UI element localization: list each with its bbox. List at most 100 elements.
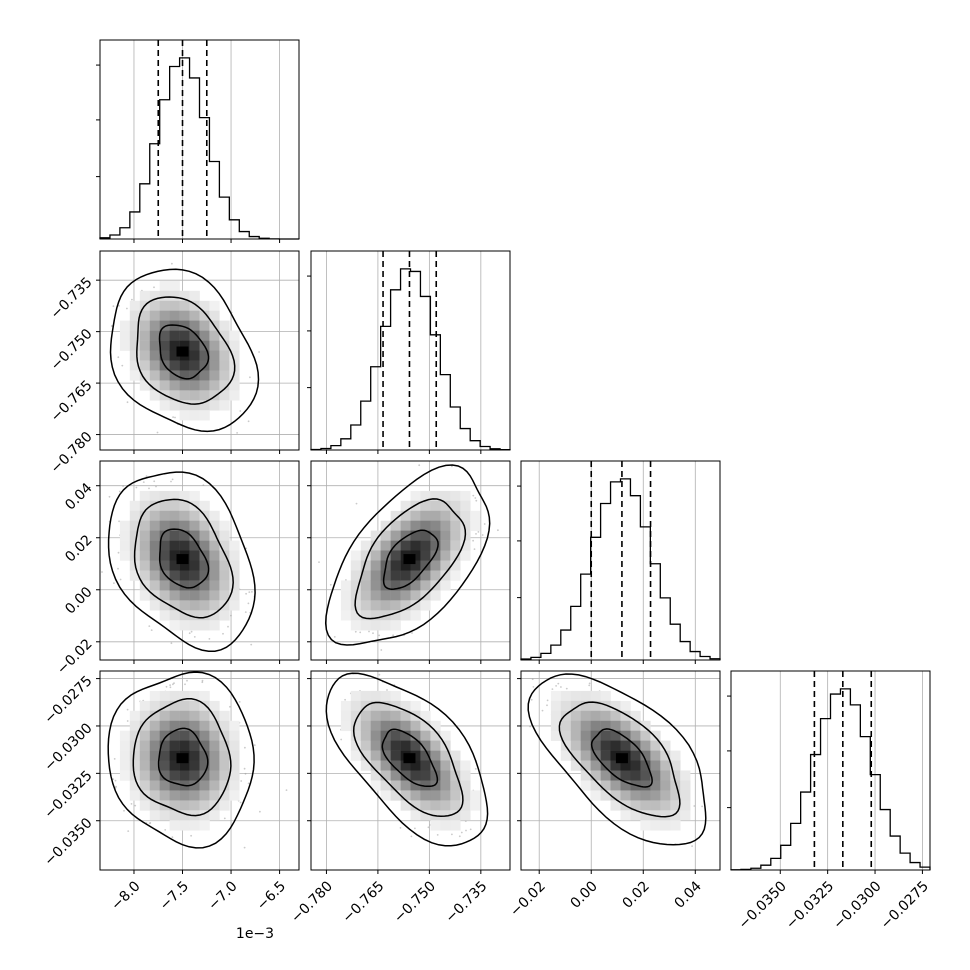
density-cell (390, 770, 401, 781)
density-cell (149, 350, 161, 361)
density-cell (179, 520, 190, 531)
density-cell (179, 570, 190, 581)
contour-line (132, 698, 232, 817)
y-tick-label: −0.0275 (41, 673, 95, 727)
density-cell (209, 340, 220, 351)
density-cell (440, 760, 451, 771)
panel-content (107, 671, 288, 849)
sample-point (546, 699, 549, 702)
density-cell (229, 750, 240, 761)
density-cell (149, 310, 161, 321)
density-cell (350, 730, 362, 741)
density-cell (199, 370, 210, 381)
density-cell (189, 390, 200, 401)
density-cell (640, 720, 651, 732)
density-cell (440, 770, 451, 781)
sample-point (118, 490, 121, 493)
density-cell (620, 710, 631, 722)
density-cell (139, 570, 151, 581)
sample-point (248, 591, 251, 593)
density-cell (219, 330, 230, 341)
density-cell (169, 370, 180, 381)
density-cell (219, 800, 230, 811)
density-cell (189, 300, 200, 312)
density-cell (640, 740, 651, 751)
density-cell (219, 740, 230, 751)
density-cell (179, 540, 190, 551)
density-cell (199, 350, 210, 361)
density-cell (229, 370, 240, 381)
density-cell (430, 490, 441, 502)
sample-point (378, 634, 381, 637)
density-cell (169, 770, 180, 781)
density-cell (159, 740, 170, 751)
density-cell (169, 490, 180, 502)
density-cell (440, 550, 451, 561)
density-cell (400, 780, 411, 791)
density-cell (410, 700, 421, 712)
density-cell (620, 730, 631, 741)
density-cell (149, 500, 161, 512)
density-cell (380, 550, 391, 561)
density-cell (470, 800, 481, 811)
density-cell (219, 780, 230, 791)
density-cell (360, 610, 372, 621)
density-cell (159, 560, 170, 571)
sample-point (483, 523, 486, 525)
density-cell (370, 620, 381, 631)
density-cell (550, 700, 562, 712)
density-cell (370, 570, 381, 581)
sample-point (244, 746, 246, 749)
density-cell (410, 490, 421, 502)
density-cell (410, 510, 421, 522)
density-cell (119, 530, 131, 541)
sample-point (193, 636, 196, 638)
density-cell (169, 610, 180, 621)
density-cell (219, 730, 230, 741)
density-cell (179, 500, 190, 512)
density-cell (610, 700, 621, 712)
density-cell (189, 790, 200, 801)
density-cell (470, 520, 481, 531)
sample-point (222, 632, 224, 635)
density-cell (620, 770, 631, 781)
density-cell (179, 700, 190, 712)
density-cell (199, 570, 210, 581)
density-cell (380, 710, 391, 722)
density-cell (610, 760, 621, 771)
density-cell (159, 810, 170, 821)
density-cell (600, 760, 611, 771)
contour-line (107, 671, 255, 849)
sample-point (451, 465, 453, 468)
sample-point (121, 364, 124, 367)
sample-point (174, 416, 176, 419)
density-cell (199, 790, 210, 801)
contour-line (324, 464, 491, 646)
sample-point (188, 632, 191, 635)
density-cell (390, 740, 401, 751)
density-cell (209, 700, 220, 712)
panel-frame (520, 460, 721, 661)
density-cell (189, 310, 200, 321)
density-cell (450, 530, 461, 541)
sample-point (223, 817, 226, 820)
sample-point (340, 738, 343, 741)
density-cell (420, 760, 431, 771)
density-cell (219, 610, 230, 621)
density-cell (460, 550, 471, 561)
density-cell (199, 820, 210, 831)
density-cell (670, 810, 681, 821)
density-cell (149, 550, 161, 561)
density-cell (199, 530, 210, 541)
density-cell (199, 540, 210, 551)
density-cell (670, 790, 681, 801)
density-cell (430, 570, 441, 581)
density-cell (380, 570, 391, 581)
density-cell (600, 710, 611, 722)
density-cell (440, 530, 451, 541)
density-cell (159, 380, 170, 391)
density-cell (550, 720, 562, 732)
density-cell (129, 350, 141, 361)
density-cell (169, 510, 180, 522)
density-cell (149, 490, 161, 502)
